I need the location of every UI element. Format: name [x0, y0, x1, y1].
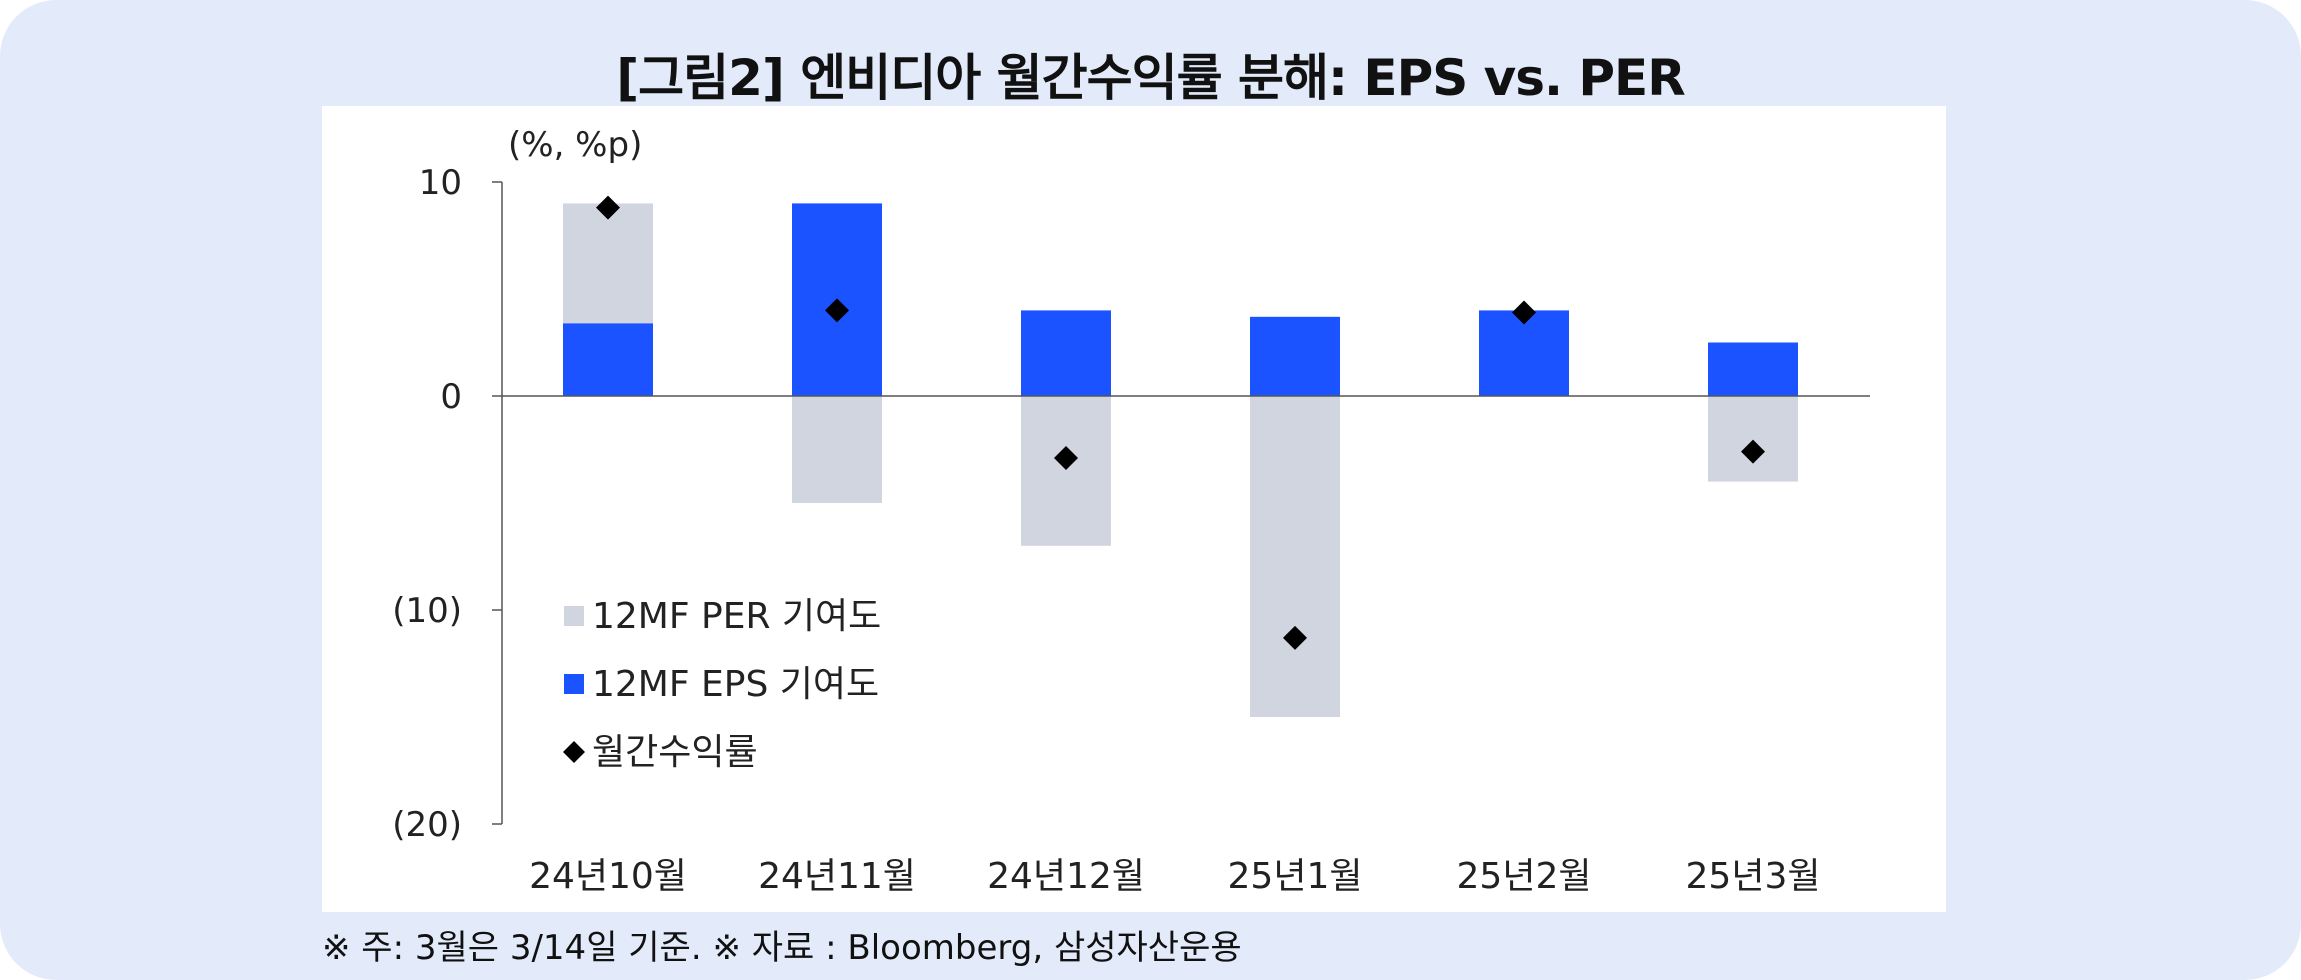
x-category-label: 24년10월: [529, 856, 687, 897]
chart-svg: 10 0 (10) (20) (%, %p) 24년10월 24년11월 24년12월 25년1…: [392, 125, 1870, 897]
chart-title: [그림2] 엔비디아 월간수익률 분해: EPS vs. PER: [616, 49, 1685, 107]
return-marker: [1512, 300, 1536, 325]
label-layer: 10 0 (10) (20) (%, %p) 24년10월 24년11월 24년12월 25년1…: [392, 125, 1820, 897]
x-category-label: 24년12월: [987, 856, 1145, 897]
bar-layer: [563, 203, 1798, 717]
footnote: ※ 주: 3월은 3/14일 기준. ※ 자료 : Bloomberg, 삼성자…: [322, 928, 1242, 968]
eps-bar: [1021, 310, 1111, 396]
per-bar: [792, 396, 882, 503]
axis-layer: [492, 181, 503, 825]
y-tick-label: 0: [440, 377, 462, 417]
legend-label: 12MF EPS 기여도: [592, 664, 879, 705]
y-unit-label: (%, %p): [508, 125, 642, 165]
eps-bar: [1708, 342, 1798, 396]
legend-label: 월간수익률: [592, 732, 758, 773]
per-bar: [1021, 396, 1111, 546]
x-category-label: 24년11월: [758, 856, 916, 897]
return-marker: [596, 195, 620, 220]
legend-label: 12MF PER 기여도: [592, 596, 881, 637]
return-marker: [1054, 446, 1078, 471]
y-tick-label: 10: [419, 163, 462, 203]
per-bar: [1250, 396, 1340, 717]
eps-bar: [1250, 316, 1340, 396]
x-category-label: 25년3월: [1686, 856, 1821, 897]
plot-area: 10 0 (10) (20) (%, %p) 24년10월 24년11월 24년12월 25년1…: [322, 106, 1946, 912]
eps-bar: [563, 323, 653, 396]
legend-swatch: [564, 674, 584, 694]
x-category-label: 25년2월: [1457, 856, 1592, 897]
legend-swatch: [564, 606, 584, 626]
per-bar: [563, 203, 653, 324]
legend-diamond: [563, 741, 585, 763]
y-tick-label: (10): [392, 591, 462, 631]
return-marker: [1283, 625, 1307, 650]
per-bar: [1708, 396, 1798, 482]
return-marker: [825, 298, 849, 323]
x-category-label: 25년1월: [1228, 856, 1363, 897]
eps-bar: [1479, 310, 1569, 396]
return-marker: [1741, 439, 1765, 464]
y-tick-label: (20): [392, 805, 462, 845]
marker-layer: [596, 195, 1765, 650]
